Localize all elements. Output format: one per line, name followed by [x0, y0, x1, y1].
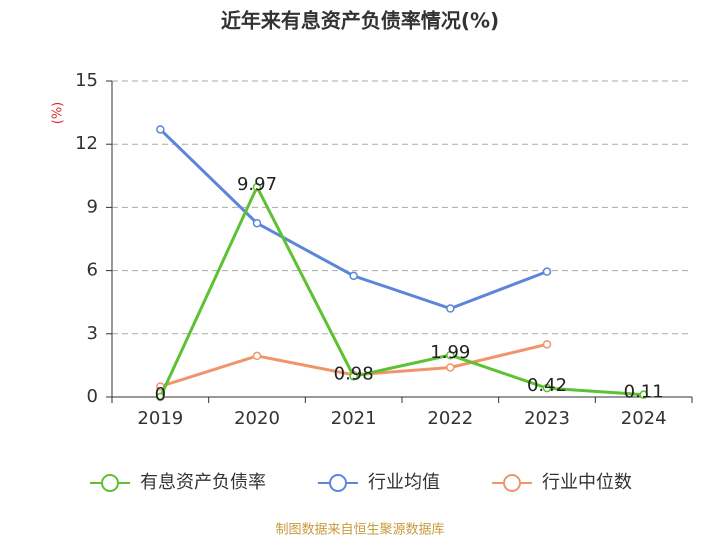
y-tick-label: 12	[75, 133, 98, 154]
legend-symbol	[101, 474, 119, 492]
chart-title: 近年来有息资产负债率情况(%)	[221, 9, 499, 33]
data-point	[446, 350, 455, 360]
x-tick-label: 2021	[331, 408, 377, 429]
data-point	[252, 351, 262, 361]
data-point	[252, 218, 262, 228]
legend-symbol	[329, 474, 347, 492]
data-point	[446, 304, 455, 313]
data-label: 1.99	[430, 342, 470, 363]
series-line	[159, 128, 548, 311]
x-tick-label: 2022	[427, 408, 473, 429]
data-point	[542, 267, 552, 276]
x-tick-label: 2019	[137, 408, 183, 429]
data-point	[252, 182, 262, 192]
legend-label: 有息资产负债率	[140, 472, 266, 493]
data-label: 0.11	[624, 382, 664, 403]
data-point	[542, 383, 552, 393]
data-point	[349, 372, 358, 381]
data-label: 0.98	[334, 363, 374, 384]
x-tick-label: 2024	[621, 408, 667, 429]
data-point	[156, 125, 165, 134]
legend-symbol	[503, 474, 521, 492]
data-label: 9.97	[237, 174, 277, 195]
data-label: 0.42	[527, 375, 567, 396]
x-tick-label: 2023	[524, 408, 570, 429]
series-line	[158, 183, 644, 398]
legend-label: 行业均值	[368, 472, 440, 493]
y-tick-label: 0	[87, 386, 98, 407]
y-tick-label: 15	[75, 70, 98, 91]
data-point	[156, 392, 165, 402]
data-point	[349, 271, 358, 281]
data-point	[446, 363, 455, 372]
data-label: 0	[155, 384, 166, 405]
y-axis-label: (%)	[51, 102, 66, 125]
x-tick-label: 2020	[234, 408, 280, 429]
y-tick-label: 6	[87, 260, 98, 281]
data-point	[639, 390, 648, 399]
y-tick-label: 9	[87, 196, 98, 217]
data-point	[542, 340, 552, 349]
y-tick-label: 3	[87, 323, 98, 344]
legend-label: 行业中位数	[542, 472, 632, 493]
footer: 制图数据来自恒生聚源数据库	[275, 522, 444, 538]
